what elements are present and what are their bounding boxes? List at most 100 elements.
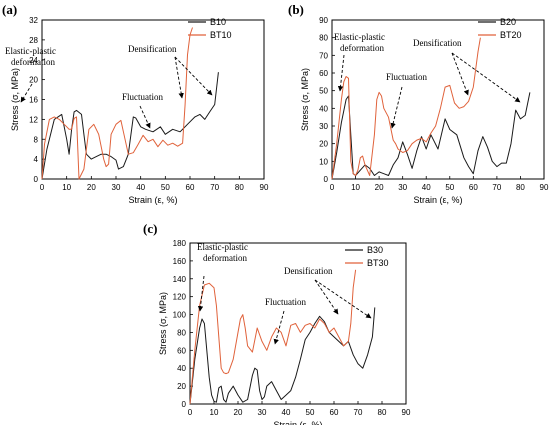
annotation-text: Densification <box>128 44 177 54</box>
x-axis-label: Strain (ε, %) <box>273 420 322 425</box>
series-line-B30 <box>189 307 376 405</box>
x-tick-label: 90 <box>540 183 549 192</box>
annotation-arrow <box>20 83 33 103</box>
y-tick-label: 10 <box>319 157 328 166</box>
y-tick-label: 24 <box>29 56 38 65</box>
chart-panel-1: (b) 0 10 20 30 40 50 60 70 80 90 0 10 20 30 40 50 60 70 80 9… <box>288 2 549 205</box>
series-line-B10 <box>41 72 219 180</box>
y-tick-label: 20 <box>29 76 38 85</box>
annotation-arrow <box>390 86 403 129</box>
annotation-arrow <box>337 54 345 92</box>
y-tick-label: 140 <box>173 275 187 284</box>
y-tick-label: 40 <box>319 104 328 113</box>
y-tick-label: 12 <box>29 115 38 124</box>
x-tick-label: 70 <box>210 183 219 192</box>
annotation-arrow <box>174 56 184 99</box>
y-tick-label: 60 <box>177 346 186 355</box>
annotation-text: Fluctuation <box>386 72 427 82</box>
x-axis-label: Strain (ε, %) <box>413 195 462 205</box>
panel-label: (c) <box>143 221 157 236</box>
x-tick-label: 50 <box>306 408 315 417</box>
legend-label: BT10 <box>210 30 232 40</box>
y-tick-label: 60 <box>319 69 328 78</box>
legend-label: B10 <box>210 17 226 27</box>
x-tick-label: 20 <box>87 183 96 192</box>
annotation-arrow <box>139 105 151 129</box>
legend-label: B30 <box>367 245 383 255</box>
x-tick-label: 40 <box>282 408 291 417</box>
y-tick-label: 100 <box>173 311 187 320</box>
x-tick-label: 20 <box>234 408 243 417</box>
y-axis-label: Stress (σ, MPa) <box>158 292 168 355</box>
y-tick-label: 8 <box>34 135 39 144</box>
series-line-BT20 <box>331 37 481 180</box>
x-tick-label: 70 <box>354 408 363 417</box>
x-tick-label: 30 <box>112 183 121 192</box>
annotation-arrow <box>451 52 469 96</box>
x-tick-label: 30 <box>398 183 407 192</box>
annotation-text: Fluctuation <box>122 92 163 102</box>
y-tick-label: 180 <box>173 239 187 248</box>
x-tick-label: 90 <box>260 183 269 192</box>
x-tick-label: 80 <box>235 183 244 192</box>
y-tick-label: 30 <box>319 122 328 131</box>
legend-label: BT20 <box>500 30 522 40</box>
x-tick-label: 60 <box>186 183 195 192</box>
chart-panel-2: (c) 0 10 20 30 40 50 60 70 80 90 0 20 40 60 80 100 120 140… <box>143 221 411 425</box>
annotation-text: Densification <box>413 38 462 48</box>
x-tick-label: 10 <box>210 408 219 417</box>
y-axis-label: Stress (σ, MPa) <box>10 68 20 131</box>
annotation-arrow <box>273 310 285 345</box>
x-tick-label: 60 <box>469 183 478 192</box>
x-tick-label: 50 <box>445 183 454 192</box>
chart-panel-0: (a) 0 10 20 30 40 50 60 70 80 90 0 4 8 12 16 20 24 28 32 Str… <box>2 2 269 205</box>
x-tick-label: 10 <box>62 183 71 192</box>
y-tick-label: 32 <box>29 16 38 25</box>
annotation-text: Densification <box>284 266 333 276</box>
x-tick-label: 30 <box>258 408 267 417</box>
y-tick-label: 20 <box>177 382 186 391</box>
annotation-arrow <box>174 56 213 96</box>
series-line-BT30 <box>189 269 357 405</box>
x-tick-label: 20 <box>375 183 384 192</box>
annotation-text: Elastic-plastic deformation <box>5 46 56 67</box>
y-axis-label: Stress (σ, MPa) <box>300 68 310 131</box>
y-tick-label: 70 <box>319 51 328 60</box>
legend-label: BT30 <box>367 258 389 268</box>
x-tick-label: 70 <box>492 183 501 192</box>
series-line-B20 <box>331 92 531 180</box>
panel-label: (a) <box>2 2 17 17</box>
y-tick-label: 20 <box>319 140 328 149</box>
legend-label: B20 <box>500 17 516 27</box>
x-tick-label: 40 <box>422 183 431 192</box>
x-tick-label: 0 <box>40 183 45 192</box>
x-tick-label: 80 <box>378 408 387 417</box>
y-tick-label: 0 <box>182 400 187 409</box>
x-tick-label: 90 <box>402 408 411 417</box>
annotation-arrow <box>314 279 372 319</box>
annotation-arrow <box>314 279 339 315</box>
plot-frame <box>331 19 545 180</box>
series-line-BT10 <box>41 27 193 180</box>
annotation-arrow <box>451 52 521 103</box>
y-tick-label: 16 <box>29 96 38 105</box>
annotation-text: Fluctuation <box>265 297 306 307</box>
y-tick-label: 80 <box>319 34 328 43</box>
x-tick-label: 0 <box>330 183 335 192</box>
y-tick-label: 90 <box>319 16 328 25</box>
y-tick-label: 120 <box>173 293 187 302</box>
y-tick-label: 4 <box>34 155 39 164</box>
y-tick-label: 160 <box>173 257 187 266</box>
x-tick-label: 80 <box>516 183 525 192</box>
panel-label: (b) <box>288 2 304 17</box>
x-axis-label: Strain (ε, %) <box>128 195 177 205</box>
y-tick-label: 40 <box>177 364 186 373</box>
y-tick-label: 0 <box>34 175 39 184</box>
x-tick-label: 50 <box>161 183 170 192</box>
y-tick-label: 28 <box>29 36 38 45</box>
x-tick-label: 60 <box>330 408 339 417</box>
annotation-arrow <box>197 275 205 312</box>
x-tick-label: 40 <box>136 183 145 192</box>
y-tick-label: 50 <box>319 87 328 96</box>
y-tick-label: 0 <box>324 175 329 184</box>
